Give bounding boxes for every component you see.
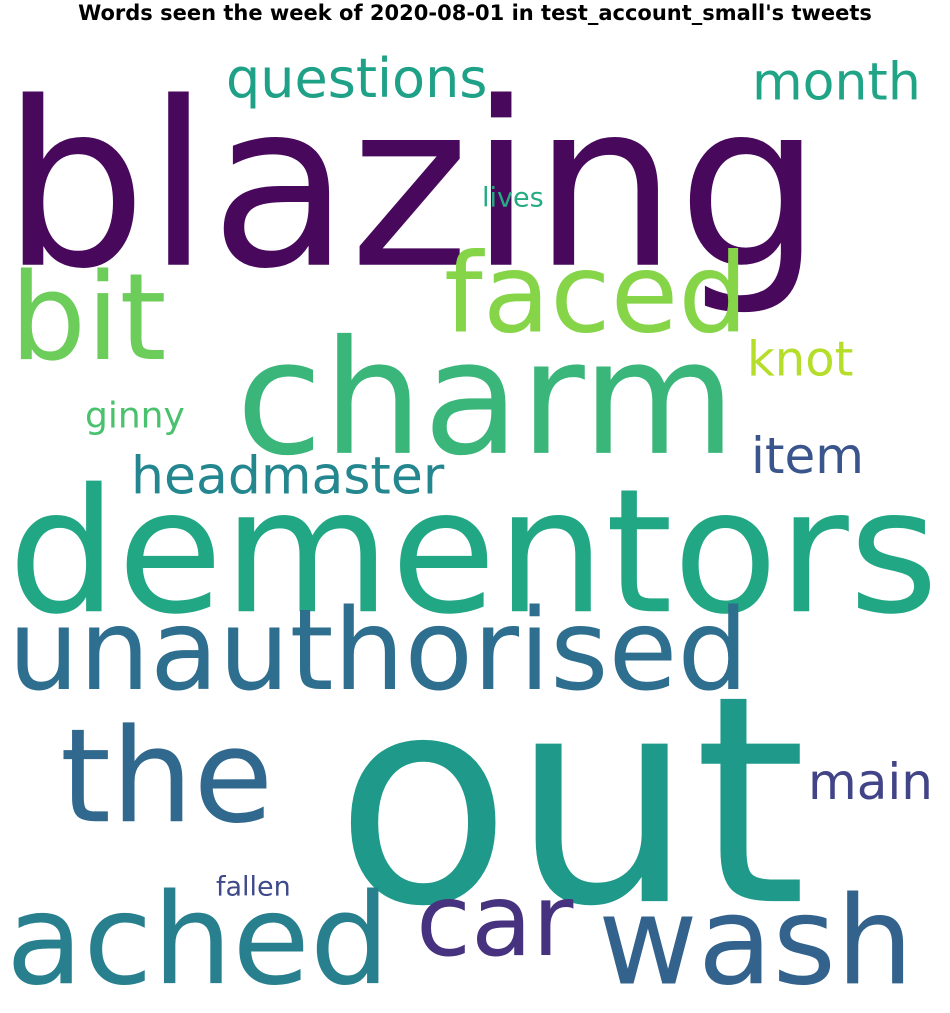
word-month: month <box>752 52 921 113</box>
word-faced: faced <box>444 229 749 358</box>
chart-title: Words seen the week of 2020-08-01 in tes… <box>78 1 872 25</box>
word-blazing: blazing <box>2 52 823 319</box>
word-ached: ached <box>6 866 390 1013</box>
word-lives: lives <box>482 182 544 214</box>
word-item: item <box>751 427 864 485</box>
word-out: out <box>335 634 807 970</box>
word-fallen: fallen <box>216 871 291 903</box>
word-dementors: dementors <box>8 451 939 653</box>
word-headmaster: headmaster <box>131 446 445 507</box>
word-wash: wash <box>598 870 914 1013</box>
word-ginny: ginny <box>85 395 185 437</box>
word-main: main <box>808 753 933 811</box>
word-questions: questions <box>226 46 488 110</box>
word-bit: bit <box>10 248 167 388</box>
word-car: car <box>416 862 574 979</box>
word-the: the <box>60 700 274 853</box>
word-charm: charm <box>236 306 736 491</box>
word-unauthorised: unauthorised <box>8 585 749 716</box>
word-knot: knot <box>747 331 854 388</box>
